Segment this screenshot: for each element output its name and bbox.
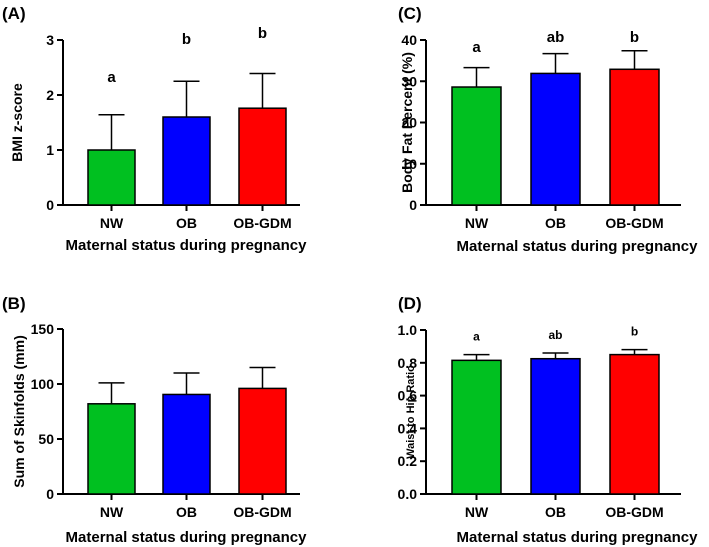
y-tick-label: 40 xyxy=(401,32,417,48)
error-bar-ob-gdm xyxy=(621,348,648,355)
category-label-ob-gdm: OB-GDM xyxy=(233,504,291,520)
y-tick-label: 10 xyxy=(401,156,417,172)
bar-nw xyxy=(87,403,136,495)
y-tick-label: 3 xyxy=(46,32,54,48)
significance-letter: ab xyxy=(548,328,562,342)
x-axis-title: Maternal status during pregnancy xyxy=(457,238,699,255)
panel-b: (B) 0 50 100 150 NW OB OB-GDM Maternal status du… xyxy=(2,294,307,546)
y-tick-label: 0.4 xyxy=(398,420,418,436)
significance-letter: b xyxy=(630,29,639,46)
significance-letter: ab xyxy=(547,29,565,46)
category-label-ob-gdm: OB-GDM xyxy=(605,504,663,520)
error-bar-ob-gdm xyxy=(249,72,276,109)
bar-ob-gdm xyxy=(609,353,660,495)
significance-letter: b xyxy=(182,31,191,48)
significance-letter: b xyxy=(631,325,638,339)
significance-letter: a xyxy=(473,330,480,344)
significance-letter: a xyxy=(107,69,116,86)
bar-nw xyxy=(451,86,502,206)
category-label-ob-gdm: OB-GDM xyxy=(233,215,291,231)
category-label-nw: NW xyxy=(100,504,124,520)
y-tick-label: 50 xyxy=(38,431,54,447)
bar-nw xyxy=(87,149,136,206)
y-tick-label: 1 xyxy=(46,142,54,158)
x-axis-title: Maternal status during pregnancy xyxy=(457,529,699,546)
significance-letter: a xyxy=(472,39,481,56)
significance-letter: b xyxy=(258,25,267,42)
error-bar-nw xyxy=(463,66,490,88)
panel-letter: (C) xyxy=(398,4,422,23)
category-label-nw: NW xyxy=(100,215,124,231)
y-tick-label: 1.0 xyxy=(398,322,418,338)
panel-letter: (D) xyxy=(398,294,422,313)
x-axis-title: Maternal status during pregnancy xyxy=(66,237,308,254)
error-bar-nw xyxy=(98,382,125,404)
error-bar-ob xyxy=(173,372,200,395)
bar-ob-gdm xyxy=(238,107,287,206)
y-axis-title: Waist to Hip Ratio xyxy=(405,365,417,459)
y-tick-label: 100 xyxy=(31,376,55,392)
error-bar-ob xyxy=(542,352,569,359)
y-tick-label: 0 xyxy=(46,197,54,213)
bar-ob xyxy=(162,116,211,206)
panel-c: (C) 0 10 20 30 40 NW a OB ab OB-GDM b Maternal statu… xyxy=(398,4,698,255)
bar-ob-gdm xyxy=(609,68,660,206)
error-bar-ob xyxy=(173,80,200,117)
bar-ob-gdm xyxy=(238,387,287,495)
y-tick-label: 0 xyxy=(46,486,54,502)
y-tick-label: 30 xyxy=(401,73,417,89)
category-label-ob: OB xyxy=(176,215,197,231)
y-axis-title: Sum of Skinfolds (mm) xyxy=(11,335,27,487)
category-label-ob-gdm: OB-GDM xyxy=(605,215,663,231)
y-tick-label: 0.8 xyxy=(398,355,418,371)
y-tick-label: 150 xyxy=(31,321,55,337)
bar-ob xyxy=(530,357,581,495)
y-tick-label: 0.0 xyxy=(398,486,418,502)
panel-a: (A) 0 1 2 3 NW a OB b OB-GDM b Maternal status duri… xyxy=(2,4,307,254)
y-tick-label: 0.6 xyxy=(398,388,418,404)
y-tick-label: 20 xyxy=(401,115,417,131)
error-bar-nw xyxy=(463,353,490,361)
panel-d: (D) 0.0 0.2 0.4 0.6 0.8 1.0 NW a OB ab OB-GDM b Mater… xyxy=(398,294,699,546)
y-axis-title: BMI z-score xyxy=(9,83,25,162)
category-label-ob: OB xyxy=(545,504,566,520)
category-label-nw: NW xyxy=(465,215,489,231)
bar-nw xyxy=(451,359,502,495)
y-tick-label: 0.2 xyxy=(398,453,418,469)
error-bar-ob-gdm xyxy=(249,366,276,389)
bar-ob xyxy=(530,72,581,206)
panel-letter: (A) xyxy=(2,4,26,23)
error-bar-ob xyxy=(542,52,569,74)
x-axis-title: Maternal status during pregnancy xyxy=(66,529,308,546)
y-tick-label: 0 xyxy=(409,197,417,213)
y-tick-label: 2 xyxy=(46,87,54,103)
error-bar-ob-gdm xyxy=(621,49,648,70)
category-label-nw: NW xyxy=(465,504,489,520)
bar-ob xyxy=(162,393,211,495)
y-axis-title: Body Fat Percent (%) xyxy=(399,52,415,193)
category-label-ob: OB xyxy=(545,215,566,231)
category-label-ob: OB xyxy=(176,504,197,520)
error-bar-nw xyxy=(98,114,125,150)
panel-letter: (B) xyxy=(2,294,26,313)
